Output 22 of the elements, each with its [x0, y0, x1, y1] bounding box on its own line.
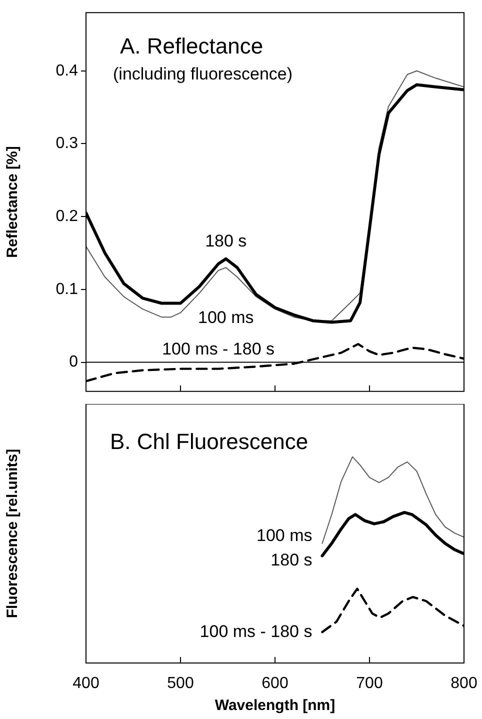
x-axis-title: Wavelength [nm] — [214, 697, 336, 714]
y-axis-title: Fluorescence [rel.units] — [4, 448, 22, 618]
series-label: 100 ms — [256, 526, 312, 546]
y-tick-label: 0.1 — [56, 280, 78, 298]
y-axis-title: Reflectance [%] — [4, 146, 22, 258]
x-tick-label: 800 — [450, 675, 478, 692]
x-tick-label: 500 — [167, 675, 194, 692]
x-tick-label: 700 — [356, 675, 383, 692]
series-label: 180 s — [270, 550, 312, 570]
y-tick-label: 0.2 — [56, 208, 78, 225]
x-tick-label: 400 — [72, 675, 100, 692]
series-label: 100 ms — [198, 308, 254, 328]
x-tick-label: 600 — [262, 675, 288, 692]
chart-title: B. Chl Fluorescence — [110, 429, 308, 454]
text: (including fluorescence) — [113, 64, 293, 84]
y-tick-label: 0 — [69, 354, 78, 371]
series-label: 100 ms - 180 s — [162, 340, 275, 359]
text: A. Reflectance — [120, 34, 264, 59]
y-tick-label: 0.4 — [56, 62, 78, 80]
y-tick-label: 0.3 — [56, 135, 78, 152]
series-label: 180 s — [205, 232, 247, 251]
series-label: 100 ms - 180 s — [200, 622, 312, 641]
